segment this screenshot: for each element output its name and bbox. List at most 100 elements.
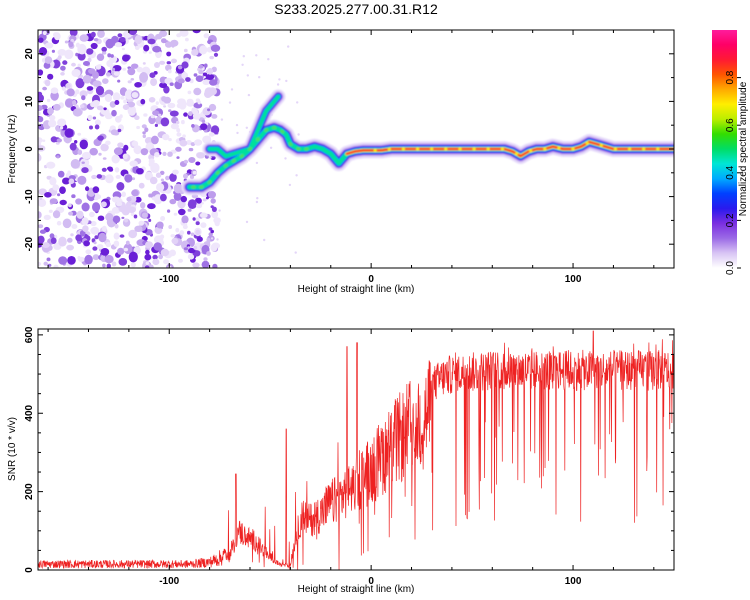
spectrogram-noise-blob — [144, 253, 152, 261]
spectrogram-noise-blob — [181, 61, 189, 69]
spectrogram-noise-blob — [43, 214, 51, 221]
spectrogram-noise-blob — [97, 30, 105, 38]
spectrogram-noise-blob — [127, 67, 136, 76]
spectrogram-noise-blob — [193, 73, 198, 77]
spectrogram-noise-blob — [189, 78, 194, 84]
spectrogram-noise-blob — [133, 214, 138, 219]
spectrogram-ridge-dot — [191, 185, 196, 190]
spectrogram-noise-blob — [121, 47, 125, 51]
spectrogram-speckle — [235, 123, 239, 127]
spectrogram-noise-blob — [178, 258, 183, 263]
spectrogram-noise-blob — [205, 73, 215, 80]
spectrogram-noise-blob — [162, 151, 167, 156]
spectrogram-noise-blob — [105, 241, 112, 248]
spectrogram-speckle — [269, 146, 273, 149]
spectrogram-speckle — [241, 63, 244, 66]
spectrogram-noise-blob — [211, 125, 220, 135]
spectrogram-noise-blob — [169, 173, 177, 182]
spectrogram-noise-blob — [42, 139, 46, 142]
spectrogram-noise-blob — [92, 116, 97, 120]
spectrogram-noise-blob — [106, 263, 111, 268]
spectrogram-noise-blob — [38, 198, 47, 207]
spectrogram-xlabel: Height of straight line (km) — [298, 284, 415, 295]
spectrogram-speckle — [287, 45, 290, 48]
spectrogram-noise-blob — [206, 251, 211, 256]
spectrogram-noise-blob — [94, 192, 99, 197]
spectrogram-noise-blob — [196, 152, 206, 159]
spectrogram-speckle — [210, 237, 214, 240]
spectrogram-noise-blob — [119, 36, 126, 43]
spectrogram-noise-blob — [82, 74, 92, 84]
spectrogram-noise-blob — [58, 256, 68, 265]
spectrogram-noise-blob — [84, 254, 93, 265]
spectrogram-noise-blob — [168, 109, 172, 113]
spectrogram-noise-blob — [190, 232, 195, 236]
spectrogram-noise-blob — [204, 135, 211, 142]
spectrogram-noise-blob — [49, 177, 57, 186]
spectrogram-ridge-dot — [500, 147, 504, 151]
spectrogram-noise-blob — [96, 53, 105, 61]
spectrogram-noise-blob — [159, 82, 168, 89]
spectrogram-noise-blob — [111, 261, 117, 267]
spectrogram-noise-blob — [187, 230, 191, 235]
spectrogram-noise-blob — [122, 104, 130, 110]
spectrogram-noise-blob — [171, 237, 179, 245]
spectrogram-noise-blob — [136, 125, 141, 130]
colorbar-tick-label: 0.4 — [725, 165, 736, 179]
spectrogram-noise-blob — [122, 153, 128, 160]
spectrogram-noise-blob — [177, 65, 183, 70]
spectrogram-noise-blob — [131, 189, 139, 197]
spectrogram-noise-blob — [157, 113, 162, 117]
spectrogram-speckle — [246, 74, 249, 77]
spectrogram-noise-blob — [148, 218, 152, 222]
spectrogram-noise-blob — [49, 198, 58, 205]
spectrogram-noise-blob — [79, 139, 89, 150]
spectrogram-speckle — [276, 83, 280, 86]
spectrogram-noise-blob — [64, 49, 74, 60]
spectrogram-speckle — [285, 79, 288, 83]
spectrogram-noise-blob — [53, 103, 61, 111]
spectrogram-noise-blob — [215, 84, 220, 88]
spectrogram-noise-blob — [105, 72, 111, 77]
spectrogram-noise-blob — [114, 100, 120, 105]
spectrogram-noise-blob — [59, 186, 66, 194]
snr-xtick-label: -100 — [159, 576, 179, 587]
spectrogram-noise-blob — [212, 263, 218, 268]
spectrogram-noise-blob — [59, 199, 67, 206]
spectrogram-noise-blob — [96, 174, 103, 179]
spectrogram-noise-blob — [76, 210, 84, 219]
spectrogram-noise-blob — [75, 89, 80, 95]
spectrogram-xtick-label: 100 — [565, 274, 582, 285]
spectrogram-noise-blob — [68, 211, 74, 216]
spectrogram-noise-blob — [93, 38, 99, 42]
spectrogram-noise-blob — [169, 198, 177, 205]
spectrogram-noise-blob — [208, 191, 216, 199]
spectrogram-noise-blob — [121, 191, 126, 198]
spectrogram-noise-blob — [47, 107, 54, 115]
spectrogram-speckle — [288, 183, 292, 187]
spectrogram-noise-blob — [180, 195, 187, 203]
spectrogram-noise-blob — [104, 112, 113, 120]
spectrogram-noise-blob — [56, 138, 62, 143]
spectrogram-noise-blob — [181, 215, 189, 224]
spectrogram-noise-blob — [72, 99, 77, 106]
spectrogram-noise-blob — [81, 217, 89, 226]
spectrogram-noise-blob — [210, 44, 221, 52]
colorbar-ticks: 0.0 0.2 0.4 0.6 0.8 — [725, 70, 741, 275]
spectrogram-ridge-dot — [231, 158, 236, 163]
spectrogram-speckle — [258, 76, 261, 79]
spectrogram-noise-blob — [186, 100, 195, 107]
snr-frame — [37, 328, 675, 571]
spectrogram-noise-blob — [70, 159, 81, 169]
spectrogram-noise-blob — [152, 45, 162, 53]
spectrogram-speckle — [284, 157, 287, 160]
spectrogram-noise-blob — [138, 220, 145, 226]
spectrogram-ridge-dot — [272, 125, 277, 130]
spectrogram-noise-blob — [53, 264, 59, 268]
spectrogram-noise-blob — [149, 176, 158, 185]
spectrogram-noise-blob — [188, 157, 196, 163]
spectrogram-ridge-dot — [215, 170, 220, 175]
spectrogram-noise-blob — [154, 152, 160, 158]
